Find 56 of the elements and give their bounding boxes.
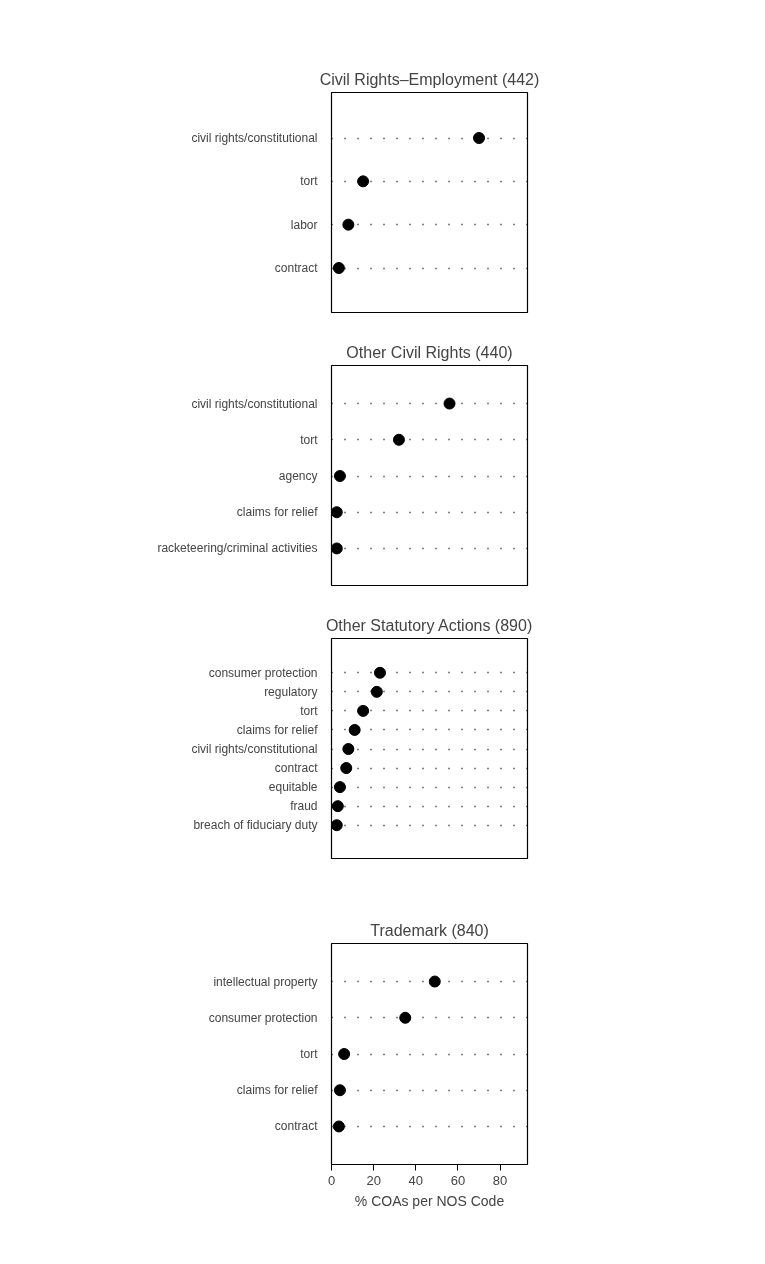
point	[340, 762, 353, 775]
point	[348, 723, 361, 736]
x-tick-label: 40	[408, 1172, 424, 1188]
point	[473, 132, 486, 144]
y-tick-label: equitable	[268, 780, 318, 795]
y-tick-label: breach of fiduciary duty	[193, 818, 318, 833]
x-tick-label: 0	[327, 1172, 336, 1188]
point	[370, 685, 383, 698]
point	[399, 1011, 412, 1024]
y-tick-label: tort	[300, 432, 319, 447]
y-tick-label: tort	[300, 1047, 319, 1061]
y-tick-label: civil rights/constitutional	[191, 131, 318, 145]
y-tick-label: civil rights/constitutional	[191, 396, 318, 411]
y-tick-label: racketeering/criminal activities	[157, 541, 318, 556]
point	[332, 1120, 345, 1133]
y-tick-label: tort	[300, 703, 319, 718]
y-tick-label: intellectual property	[213, 974, 318, 989]
x-tick-label: 20	[366, 1172, 381, 1188]
point	[342, 218, 355, 231]
point	[333, 1084, 346, 1097]
point	[357, 175, 370, 188]
y-tick-label: labor	[290, 217, 318, 232]
x-tick-label: 80	[492, 1172, 508, 1188]
y-tick-label: claims for relief	[236, 505, 319, 520]
point	[331, 819, 343, 832]
point	[331, 800, 344, 813]
y-tick-label: regulatory	[264, 684, 318, 699]
point	[428, 975, 441, 988]
y-tick-label: fraud	[290, 799, 318, 814]
y-tick-label: claims for relief	[236, 1083, 319, 1098]
point	[332, 262, 345, 274]
chart-title: Other Statutory Actions (890)	[325, 616, 533, 634]
point	[373, 666, 386, 679]
point	[333, 470, 346, 482]
y-tick-label: consumer protection	[208, 665, 318, 680]
y-tick-label: agency	[278, 469, 318, 483]
point	[331, 506, 343, 519]
point	[333, 781, 346, 794]
y-tick-label: claims for relief	[236, 722, 319, 737]
chart-title: Trademark (840)	[370, 921, 489, 939]
point	[357, 704, 370, 717]
y-tick-label: consumer protection	[208, 1010, 318, 1025]
point	[342, 743, 355, 755]
point	[392, 433, 405, 446]
point	[338, 1048, 351, 1060]
chart-title: Civil Rights–Employment (442)	[319, 70, 540, 88]
chart-title: Other Civil Rights (440)	[346, 343, 513, 361]
y-tick-label: civil rights/constitutional	[191, 742, 318, 756]
y-tick-label: contract	[274, 761, 319, 776]
y-tick-label: contract	[274, 1119, 319, 1134]
y-tick-label: tort	[300, 174, 319, 189]
x-axis-title: % COAs per NOS Code	[354, 1192, 505, 1209]
y-tick-label: contract	[274, 261, 319, 275]
x-tick-label: 60	[450, 1172, 466, 1188]
point	[443, 397, 456, 410]
point	[331, 542, 343, 555]
